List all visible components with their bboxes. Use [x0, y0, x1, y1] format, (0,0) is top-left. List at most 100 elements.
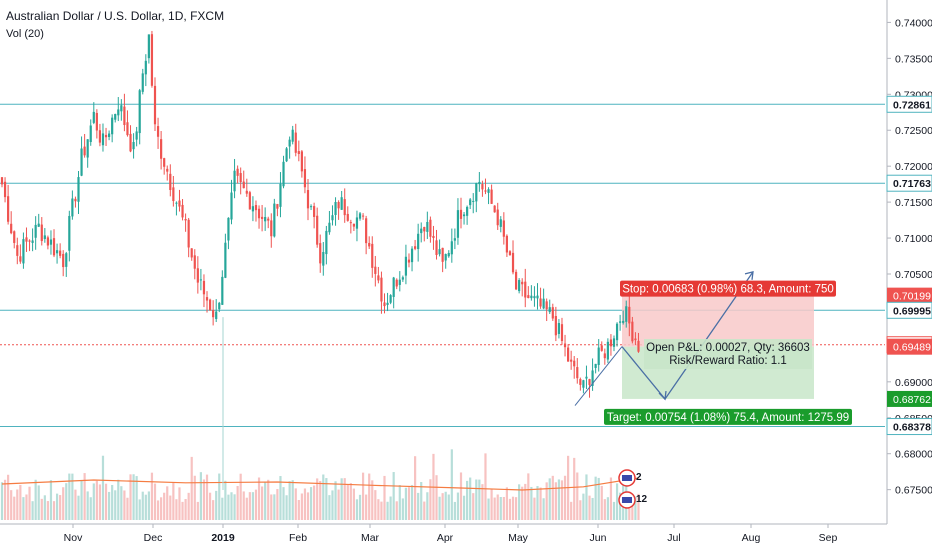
volume-bar — [591, 497, 594, 520]
volume-bar — [19, 484, 22, 520]
candle-body — [108, 133, 111, 137]
volume-bar — [469, 477, 472, 520]
candle-body — [426, 221, 429, 232]
volume-bar — [74, 489, 77, 520]
candle-body — [153, 85, 157, 125]
volume-bar — [104, 483, 108, 520]
candle-body — [98, 130, 102, 143]
candle-body — [340, 197, 343, 210]
candle-body — [123, 106, 126, 126]
volume-bar — [401, 498, 404, 520]
candle-body — [117, 109, 120, 116]
event-badge[interactable]: 12 — [618, 491, 648, 509]
volume-bar — [383, 475, 386, 520]
candle-body — [46, 237, 49, 246]
volume-bar — [389, 496, 392, 520]
volume-bar — [98, 484, 102, 520]
volume-bar — [248, 492, 251, 520]
volume-bar — [175, 499, 178, 520]
candle-body — [456, 210, 460, 238]
volume-bar — [511, 496, 515, 520]
candle-body — [352, 223, 355, 227]
candle-body — [438, 249, 441, 255]
candle-body — [120, 105, 123, 112]
volume-bar — [514, 497, 518, 520]
candle-body — [490, 189, 493, 204]
candle-body — [576, 367, 579, 379]
candle-body — [398, 279, 401, 285]
volume-bar — [144, 494, 147, 520]
candle-body — [401, 277, 404, 280]
x-tick-label: 2019 — [211, 532, 235, 544]
candle-body — [129, 133, 132, 152]
pnl-label: Open P&L: 0.00027, Qty: 36603 — [646, 342, 810, 354]
candle-body — [68, 215, 71, 251]
volume-bar — [65, 483, 68, 520]
volume-bar — [218, 473, 221, 520]
price-tag-label: 0.68762 — [893, 394, 931, 406]
volume-bar — [576, 472, 579, 520]
x-tick-label: Apr — [437, 532, 454, 544]
volume-bar — [13, 496, 16, 520]
candle-body — [62, 253, 65, 268]
candle-body — [478, 181, 481, 185]
volume-bar — [202, 479, 206, 520]
volume-indicator-label: Vol (20) — [6, 28, 44, 40]
candle-body — [31, 240, 34, 243]
volume-bar — [215, 490, 218, 520]
event-badge[interactable]: 2 — [618, 469, 642, 487]
volume-bar — [634, 496, 637, 520]
volume-bar — [7, 474, 10, 520]
volume-bar — [407, 487, 411, 520]
volume-bar — [368, 473, 371, 520]
volume-bar — [472, 493, 475, 520]
candle-body — [337, 201, 340, 209]
candle-body — [267, 218, 270, 221]
candle-body — [236, 168, 239, 176]
candle-body — [270, 220, 273, 237]
candle-body — [303, 169, 307, 188]
stop-label: Stop: 0.00683 (0.98%) 68.3, Amount: 750 — [622, 284, 834, 296]
candle-body — [619, 321, 622, 323]
volume-bar — [138, 499, 141, 520]
candle-body — [279, 183, 282, 207]
candle-body — [634, 338, 637, 341]
volume-bar — [521, 486, 524, 520]
volume-bar — [89, 497, 92, 520]
volume-bar — [316, 478, 319, 520]
volume-bar — [135, 476, 138, 520]
candle-body — [92, 111, 95, 123]
volume-bar — [108, 491, 111, 520]
target-label-bg — [604, 408, 852, 425]
candle-body — [603, 353, 606, 359]
candle-body — [530, 295, 533, 299]
candle-body — [242, 181, 245, 189]
volume-bar — [313, 485, 316, 520]
volume-bar — [637, 493, 640, 520]
candle-body — [147, 34, 150, 59]
volume-bar — [264, 481, 267, 520]
volume-bar — [524, 483, 527, 520]
candle-body — [178, 200, 181, 207]
volume-bar — [147, 491, 150, 520]
candle-body — [527, 295, 530, 299]
y-tick-label: 0.73500 — [895, 53, 932, 65]
volume-bar — [386, 501, 389, 520]
candle-body — [288, 139, 291, 147]
candle-body — [481, 184, 484, 190]
candle-body — [429, 219, 432, 237]
event-badges[interactable]: 2 12 — [618, 469, 648, 509]
candle-body — [111, 117, 114, 135]
volume-bar — [245, 497, 248, 520]
candle-body — [521, 281, 524, 285]
candle-body — [502, 220, 505, 237]
volume-bar — [588, 495, 591, 520]
volume-bar — [285, 495, 288, 520]
volume-bar — [166, 486, 169, 520]
volume-bar — [371, 480, 374, 520]
candle-body — [518, 280, 521, 292]
candle-body — [591, 370, 594, 386]
volume-bar — [80, 480, 83, 520]
